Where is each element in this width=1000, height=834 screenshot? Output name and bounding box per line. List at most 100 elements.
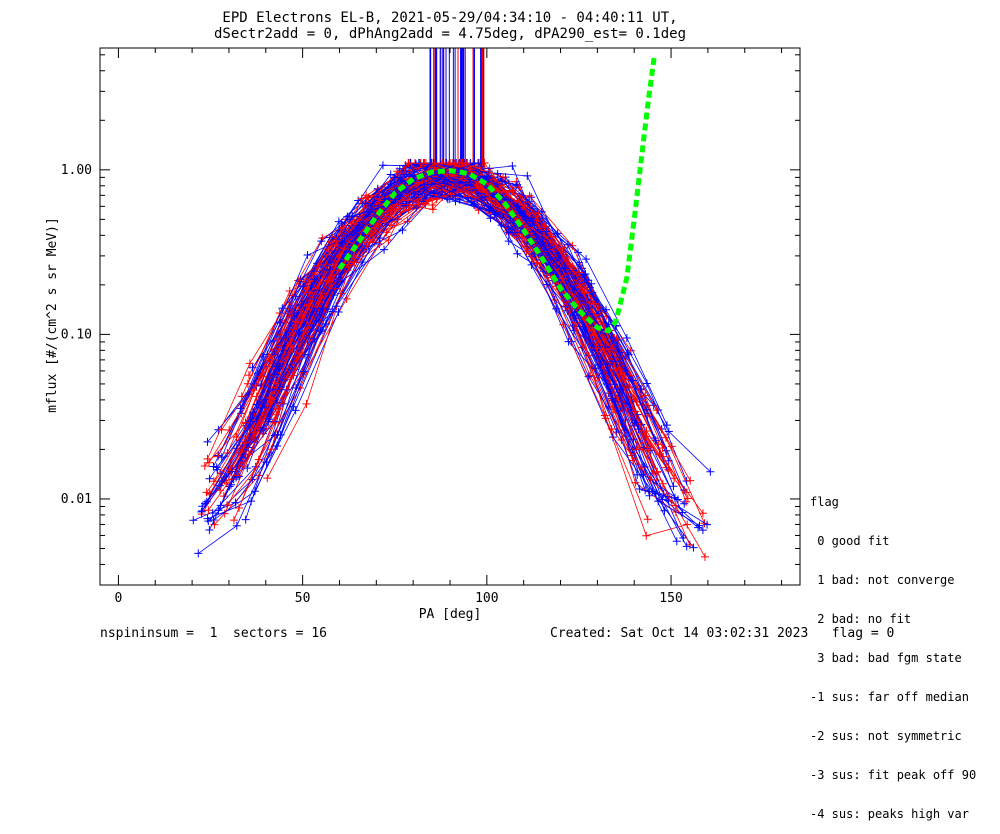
x-tick-label: 50	[295, 591, 311, 606]
flux-point	[628, 376, 637, 385]
flux-point	[641, 391, 650, 400]
flux-point	[515, 183, 524, 192]
flux-point	[667, 442, 676, 451]
flux-point	[669, 482, 678, 491]
flux-point	[194, 549, 203, 558]
flux-point	[205, 474, 214, 483]
flux-point	[471, 193, 480, 202]
flux-point	[513, 249, 522, 258]
flux-point	[380, 245, 389, 254]
flux-point	[299, 367, 308, 376]
flux-point	[310, 334, 319, 343]
flux-point	[202, 497, 211, 506]
fit-curve	[337, 54, 657, 334]
flux-point	[575, 268, 584, 277]
flux-point	[487, 192, 496, 201]
chart-title: EPD Electrons EL-B, 2021-05-29/04:34:10 …	[222, 10, 677, 26]
flux-point	[335, 244, 344, 253]
flag-legend-item: -1 sus: far off median	[810, 690, 969, 704]
flux-point	[603, 360, 612, 369]
flux-point	[486, 214, 495, 223]
fit-layer	[337, 54, 657, 334]
flux-point	[555, 263, 564, 272]
flux-point	[686, 476, 695, 485]
flux-point	[523, 171, 532, 180]
flux-point	[264, 354, 273, 363]
flag-legend-item: 1 bad: not converge	[810, 573, 955, 587]
flux-point	[217, 425, 226, 434]
flag-legend-item: 2 bad: no fit	[810, 612, 912, 626]
flux-point	[318, 304, 327, 313]
flux-point	[587, 279, 596, 288]
flux-point	[264, 417, 273, 426]
flux-point	[645, 491, 654, 500]
flux-point	[703, 520, 712, 529]
flux-point	[291, 406, 300, 415]
flag-legend-header: flag	[810, 495, 839, 509]
flux-point	[527, 214, 536, 223]
flag-legend-item: -3 sus: fit peak off 90	[810, 768, 977, 782]
flux-point	[244, 449, 253, 458]
chart-subtitle: dSectr2add = 0, dPhAng2add = 4.75deg, dP…	[214, 26, 686, 42]
flux-trace	[220, 181, 679, 506]
y-tick-label: 0.10	[61, 327, 92, 342]
flux-point	[552, 304, 561, 313]
flux-point	[580, 271, 589, 280]
flux-point	[443, 195, 452, 204]
flux-trace	[270, 167, 687, 493]
y-axis-label: mflux [#/(cm^2 s sr MeV)]	[45, 217, 60, 413]
flux-point	[631, 478, 640, 487]
flux-point	[635, 485, 644, 494]
flux-point	[299, 282, 308, 291]
flux-point	[275, 362, 284, 371]
flux-point	[302, 399, 311, 408]
flux-point	[216, 501, 225, 510]
flux-point	[584, 303, 593, 312]
flux-point	[560, 264, 569, 273]
flux-point	[267, 397, 276, 406]
flux-point	[276, 319, 285, 328]
flux-point	[634, 425, 643, 434]
flux-point	[458, 159, 467, 168]
x-tick-label: 150	[659, 591, 682, 606]
flux-point	[252, 400, 261, 409]
flux-trace	[217, 187, 673, 457]
flux-point	[474, 159, 483, 168]
flux-point	[200, 461, 209, 470]
flux-point	[465, 177, 474, 186]
flux-point	[706, 467, 715, 476]
flag-legend-item: 3 bad: bad fgm state	[810, 651, 962, 665]
y-tick-label: 1.00	[61, 163, 92, 178]
flux-point	[241, 515, 250, 524]
flux-point	[642, 427, 651, 436]
flux-point	[361, 199, 370, 208]
flux-point	[357, 194, 366, 203]
x-tick-label: 100	[475, 591, 498, 606]
flux-point	[542, 227, 551, 236]
flux-point	[404, 159, 413, 168]
flux-point	[278, 304, 287, 313]
flux-point	[540, 222, 549, 231]
flux-point	[582, 255, 591, 264]
flux-point	[273, 430, 282, 439]
flux-point	[558, 274, 567, 283]
flux-point	[640, 462, 649, 471]
flux-point	[506, 225, 515, 234]
flux-point	[209, 477, 218, 486]
flux-point	[364, 193, 373, 202]
flux-point	[636, 385, 645, 394]
flux-point	[473, 181, 482, 190]
axis-layer: 0 50 100 150 0.01 0.10 1.00	[61, 48, 800, 606]
flux-point	[631, 407, 640, 416]
flux-point	[534, 209, 543, 218]
flux-trace	[221, 175, 642, 482]
flux-point	[423, 195, 432, 204]
flux-point	[387, 205, 396, 214]
flux-point	[198, 502, 207, 511]
flux-point	[344, 260, 353, 269]
footer-right: Created: Sat Oct 14 03:02:31 2023 flag =…	[550, 626, 895, 641]
flux-point	[316, 327, 325, 336]
flux-point	[652, 406, 661, 415]
flux-point	[270, 350, 279, 359]
flux-point	[205, 526, 214, 535]
